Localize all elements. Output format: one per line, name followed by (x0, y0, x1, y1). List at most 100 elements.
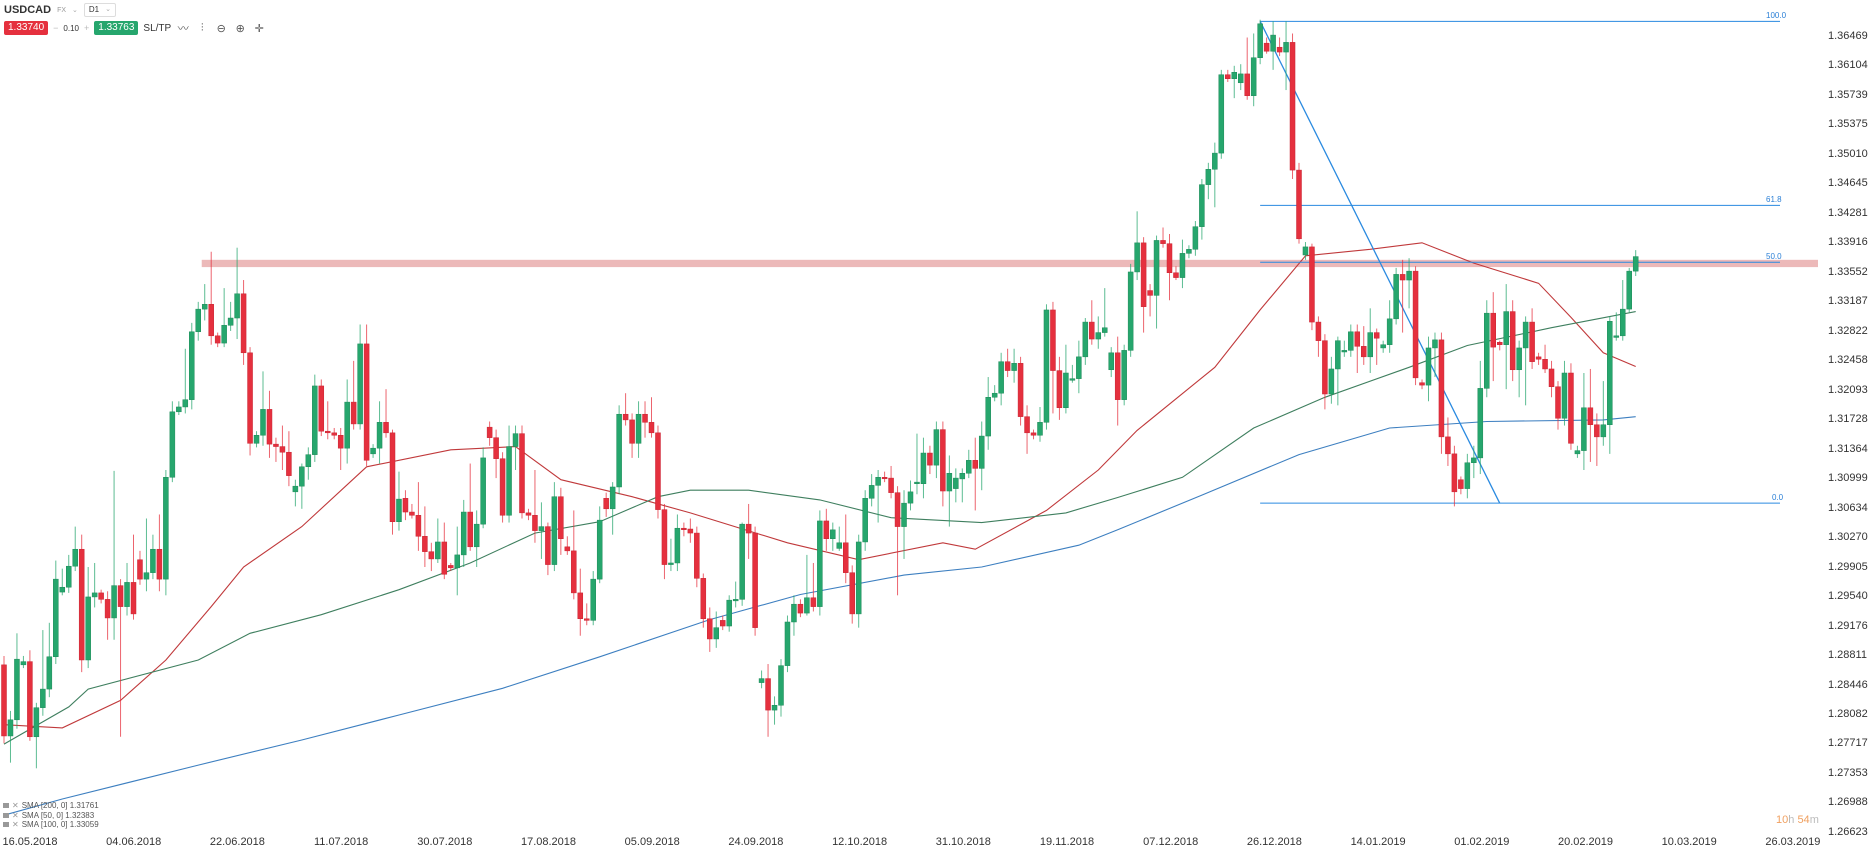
settings-icon[interactable] (3, 803, 9, 809)
candle[interactable] (260, 371, 266, 446)
candle[interactable] (959, 468, 966, 503)
chevron-down-icon[interactable]: ⌄ (72, 7, 78, 14)
candle[interactable] (1, 655, 7, 744)
candle[interactable] (1509, 300, 1516, 382)
candle[interactable] (1173, 266, 1179, 281)
candle[interactable] (422, 506, 428, 568)
candle[interactable] (603, 492, 609, 517)
candle[interactable] (655, 425, 661, 519)
candle[interactable] (1574, 445, 1581, 458)
candle[interactable] (234, 247, 240, 340)
zoom-out-icon[interactable]: ⊖ (216, 22, 226, 35)
candle[interactable] (726, 595, 732, 632)
candle[interactable] (1043, 304, 1050, 430)
candle[interactable] (991, 385, 998, 402)
candle[interactable] (240, 280, 247, 365)
candle[interactable] (745, 503, 752, 559)
candle[interactable] (771, 696, 778, 725)
candle[interactable] (732, 581, 739, 608)
candle[interactable] (700, 573, 707, 628)
candle[interactable] (1231, 65, 1237, 99)
candle[interactable] (1063, 344, 1069, 414)
candle[interactable] (20, 655, 27, 669)
zoom-in-icon[interactable]: ⊕ (235, 22, 245, 35)
candle[interactable] (1535, 352, 1542, 365)
sltp-button[interactable]: SL/TP (143, 22, 172, 34)
candle[interactable] (78, 534, 85, 673)
candle[interactable] (1373, 328, 1380, 365)
candle[interactable] (694, 526, 700, 588)
candle[interactable] (163, 470, 169, 596)
candle[interactable] (318, 379, 325, 437)
candle[interactable] (1296, 162, 1302, 244)
candle[interactable] (473, 510, 480, 568)
candle[interactable] (1192, 221, 1199, 256)
candle[interactable] (66, 554, 72, 593)
candle[interactable] (985, 377, 991, 450)
candle[interactable] (804, 554, 810, 616)
candle[interactable] (946, 455, 953, 527)
candle[interactable] (1212, 142, 1218, 208)
candle[interactable] (907, 480, 914, 511)
candle[interactable] (53, 560, 59, 665)
candle[interactable] (1205, 162, 1212, 200)
candle[interactable] (460, 499, 467, 568)
candle[interactable] (1451, 445, 1458, 507)
candle[interactable] (512, 425, 519, 471)
settings-icon[interactable] (3, 822, 9, 828)
candle[interactable] (227, 301, 234, 331)
candle[interactable] (532, 470, 538, 543)
candle[interactable] (596, 506, 603, 584)
candle[interactable] (836, 526, 843, 551)
candle[interactable] (739, 522, 745, 606)
candle[interactable] (784, 615, 791, 673)
candle[interactable] (1024, 405, 1030, 454)
close-icon[interactable]: ✕ (12, 810, 19, 820)
candle[interactable] (901, 490, 907, 559)
candle[interactable] (27, 650, 33, 741)
candle[interactable] (98, 589, 104, 604)
candle[interactable] (72, 526, 78, 572)
candle[interactable] (1620, 280, 1626, 341)
candle[interactable] (176, 401, 182, 416)
candle[interactable] (681, 522, 687, 537)
candle[interactable] (91, 562, 98, 608)
candle[interactable] (1542, 344, 1548, 373)
candle[interactable] (85, 567, 91, 669)
candle[interactable] (888, 465, 894, 499)
candle[interactable] (1309, 243, 1315, 331)
candle[interactable] (1147, 284, 1153, 317)
candle[interactable] (940, 421, 946, 507)
candle[interactable] (778, 659, 784, 717)
candle[interactable] (1153, 235, 1160, 329)
candle[interactable] (953, 468, 959, 503)
candle[interactable] (1218, 69, 1225, 159)
candles-icon[interactable]: ⫶ (200, 21, 204, 34)
candle[interactable] (1011, 348, 1017, 383)
buy-button[interactable]: 1.33763 (94, 21, 139, 35)
candle[interactable] (415, 482, 422, 551)
candle[interactable] (713, 611, 719, 648)
candle[interactable] (266, 390, 273, 458)
candle[interactable] (59, 568, 66, 596)
settings-icon[interactable] (3, 812, 9, 818)
candle[interactable] (1257, 19, 1263, 65)
candle[interactable] (201, 284, 208, 321)
candle[interactable] (1160, 227, 1166, 248)
candle[interactable] (1082, 318, 1089, 365)
candle[interactable] (972, 437, 978, 511)
candle[interactable] (545, 522, 551, 576)
candle[interactable] (1348, 324, 1354, 357)
candle[interactable] (1322, 334, 1328, 410)
line-chart-icon[interactable]: 〰 (177, 23, 189, 35)
candle[interactable] (40, 630, 46, 716)
candle[interactable] (253, 431, 260, 448)
candle[interactable] (1464, 453, 1471, 499)
candle[interactable] (214, 332, 221, 348)
candle[interactable] (1250, 33, 1257, 107)
candle[interactable] (337, 427, 344, 471)
candle[interactable] (396, 471, 402, 531)
candle[interactable] (817, 510, 823, 616)
candle[interactable] (1412, 266, 1419, 386)
